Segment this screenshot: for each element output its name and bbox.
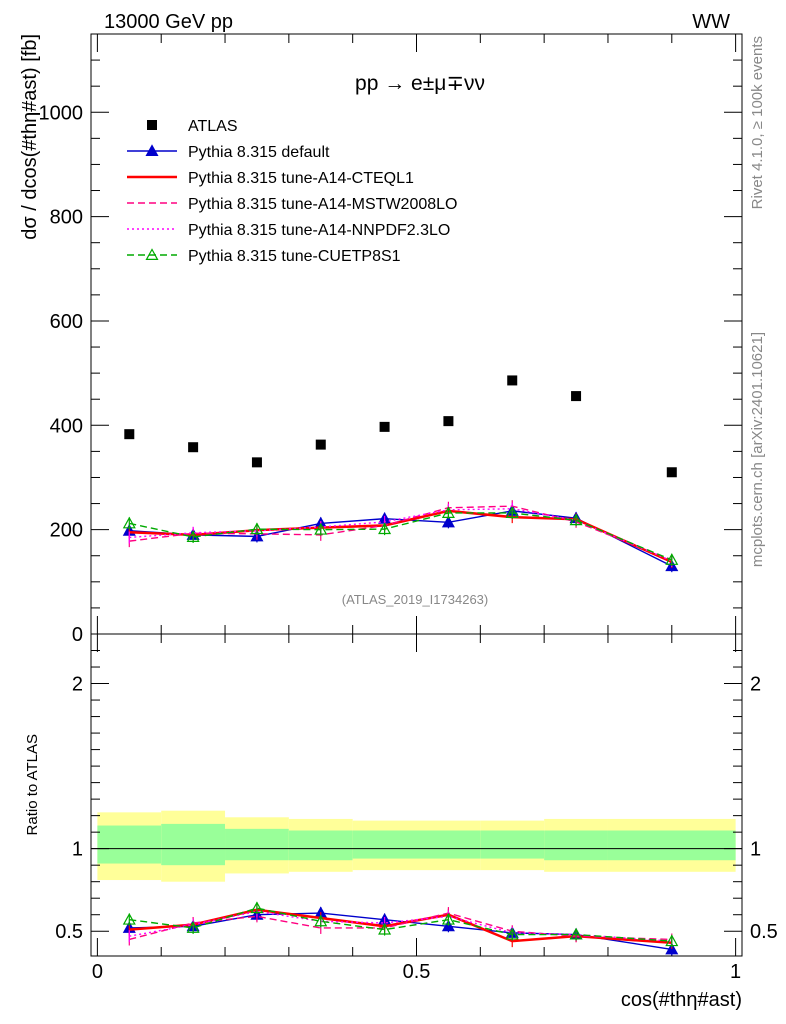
legend-label: Pythia 8.315 tune-A14-CTEQL1 xyxy=(188,170,414,187)
analysis-id-label: (ATLAS_2019_I1734263) xyxy=(342,592,488,607)
main-y-tick-label: 400 xyxy=(50,415,83,437)
main-atlas-point xyxy=(443,416,453,426)
main-y-tick-label: 1000 xyxy=(39,102,84,124)
main-series-group xyxy=(124,375,678,572)
mcplots-label: mcplots.cern.ch [arXiv:2401.10621] xyxy=(749,332,766,567)
main-atlas-point xyxy=(188,442,198,452)
ratio-band-green xyxy=(97,826,161,864)
main-axis-ticks: 0 200 400 600 800 1000 xyxy=(39,34,743,646)
ratio-y-tick-label: 0.5 xyxy=(55,921,83,943)
ratio-band-green xyxy=(608,831,736,861)
ratio-band-green xyxy=(289,831,353,861)
ratio-band-green xyxy=(544,831,608,861)
main-series-line xyxy=(129,511,672,562)
main-atlas-point xyxy=(316,440,326,450)
ratio-panel-frame xyxy=(91,634,742,956)
rivet-version-label: Rivet 4.1.0, ≥ 100k events xyxy=(749,36,766,209)
legend-label: Pythia 8.315 tune-A14-MSTW2008LO xyxy=(188,196,457,213)
ratio-series-group xyxy=(124,902,678,955)
ratio-band-green xyxy=(353,831,417,859)
ratio-band-green xyxy=(480,831,544,859)
main-y-tick-label: 0 xyxy=(72,624,83,646)
x-tick-label: 1 xyxy=(730,961,741,983)
main-atlas-point xyxy=(507,375,517,385)
main-atlas-point xyxy=(571,391,581,401)
main-y-tick-label: 600 xyxy=(50,311,83,333)
ratio-uncertainty-bands xyxy=(97,811,735,882)
ratio-y-tick-label: 2 xyxy=(72,674,83,696)
x-axis-title: cos(#thη#ast) xyxy=(621,989,742,1011)
legend-marker-atlas xyxy=(147,120,157,130)
ratio-band-green xyxy=(225,829,289,860)
x-tick-label: 0.5 xyxy=(403,961,431,983)
ratio-band-green xyxy=(417,831,481,859)
main-atlas-point xyxy=(667,467,677,477)
ratio-y-tick-label-right: 1 xyxy=(750,839,761,861)
ratio-y-tick-label-right: 0.5 xyxy=(750,921,778,943)
ratio-y-axis-title: Ratio to ATLAS xyxy=(24,734,41,835)
legend-label: Pythia 8.315 tune-A14-NNPDF2.3LO xyxy=(188,222,450,239)
main-atlas-point xyxy=(380,422,390,432)
ratio-y-tick-label: 1 xyxy=(72,839,83,861)
ratio-series-line xyxy=(129,910,672,943)
energy-label: 13000 GeV pp xyxy=(104,11,233,33)
main-atlas-point xyxy=(252,457,262,467)
chart-canvas: 0 200 400 600 800 1000 0.5 0.5 1 1 2 2 0 0.5 1 13000 … xyxy=(0,0,786,1024)
main-atlas-point xyxy=(124,429,134,439)
legend-label: Pythia 8.315 tune-CUETP8S1 xyxy=(188,248,401,265)
ratio-band-green xyxy=(161,824,225,865)
main-y-tick-label: 200 xyxy=(50,520,83,542)
x-tick-label: 0 xyxy=(92,961,103,983)
ratio-series-line xyxy=(129,913,672,949)
legend-label: Pythia 8.315 default xyxy=(188,144,330,161)
ratio-y-tick-label-right: 2 xyxy=(750,674,761,696)
legend: ATLAS Pythia 8.315 default Pythia 8.315 tu… xyxy=(127,118,457,265)
legend-label: ATLAS xyxy=(188,118,238,135)
main-series-line xyxy=(129,506,672,560)
reaction-label: pp → e±μ∓νν xyxy=(355,72,485,95)
process-label: WW xyxy=(692,11,730,33)
main-y-axis-title: dσ / dcos(#thη#ast) [fb] xyxy=(19,34,41,240)
main-y-tick-label: 800 xyxy=(50,207,83,229)
